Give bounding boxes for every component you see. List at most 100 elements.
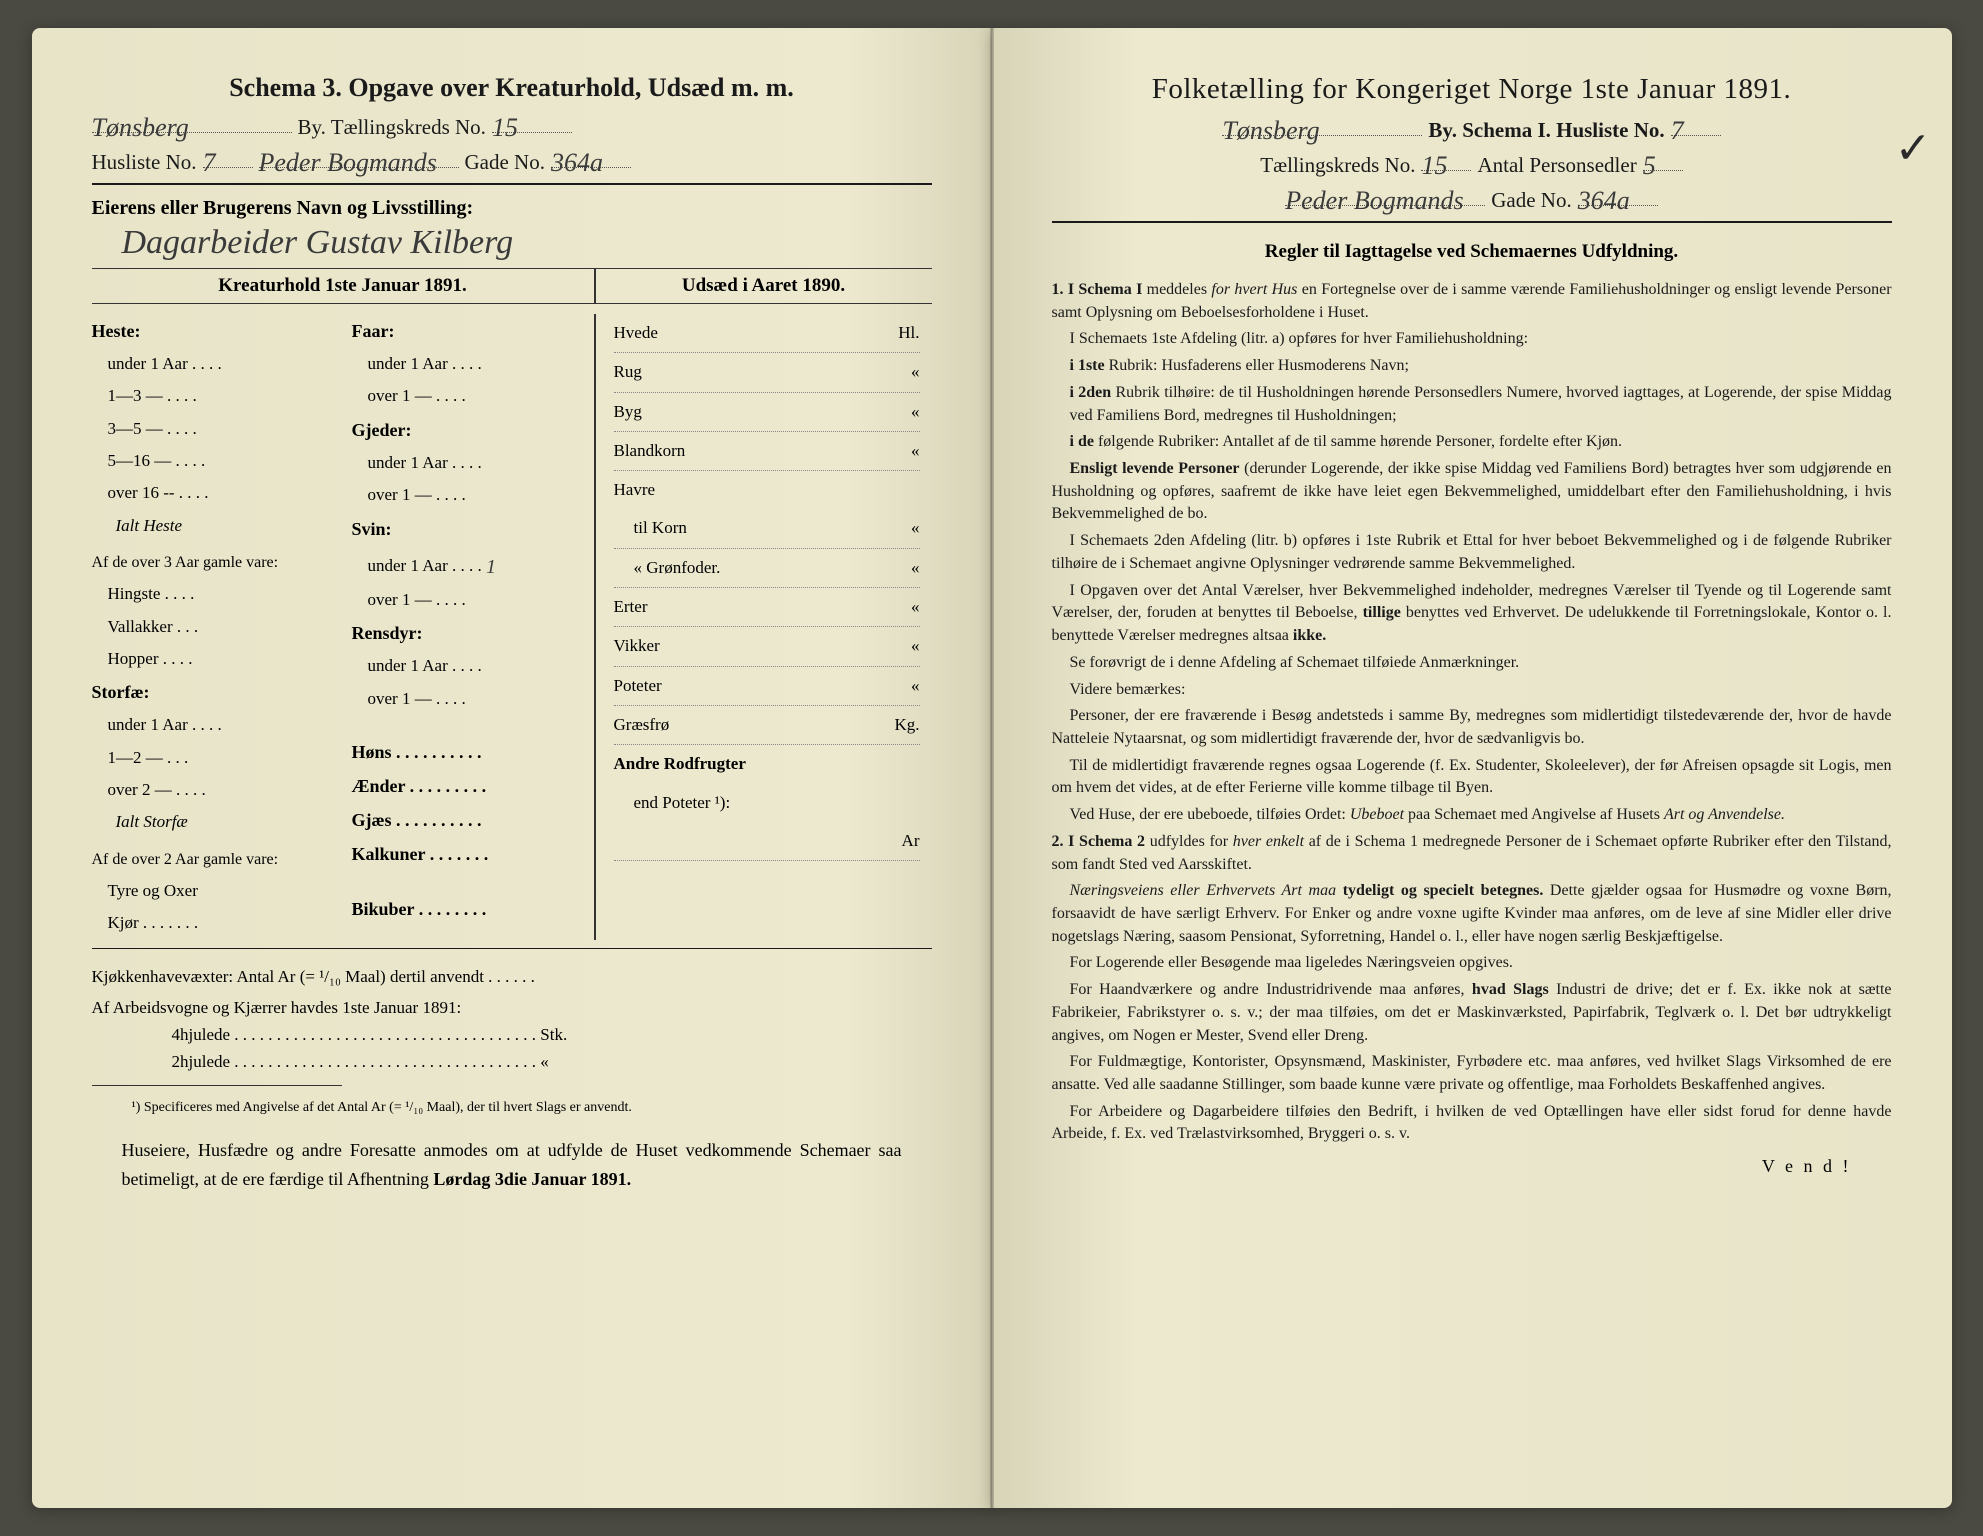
kalkuner: Kalkuner . . . . . . .	[352, 837, 582, 871]
gade-hand-r: Peder Bogmands	[1285, 186, 1463, 215]
city-row-r: Tønsberg By. Schema I. Husliste No. 7	[1052, 114, 1892, 143]
storfae-item: 1—2 — . . .	[92, 742, 332, 774]
rule-p: i de følgende Rubriker: Antallet af de t…	[1052, 431, 1892, 454]
heste-sub: Vallakker . . .	[92, 611, 332, 643]
crop-l: « Grønfoder.	[614, 552, 721, 584]
gjeder-item: under 1 Aar . . . .	[352, 447, 582, 479]
gade-no-r: 364a	[1578, 186, 1630, 215]
city-hand-r: Tønsberg	[1222, 116, 1319, 145]
by-schema-label: By. Schema I. Husliste No.	[1428, 118, 1664, 143]
crop-l: Havre	[614, 474, 656, 506]
vogn2: 2hjulede . . . . . . . . . . . . . . . .…	[92, 1048, 932, 1075]
svin-head: Svin:	[352, 512, 582, 546]
divider	[92, 948, 932, 949]
gjeder-item: over 1 — . . . .	[352, 479, 582, 511]
divider	[92, 183, 932, 185]
rule-p: For Haandværkere og andre Industridriven…	[1052, 979, 1892, 1047]
crop-l: Byg	[614, 396, 642, 428]
kreds-row-r: Tællingskreds No. 15 Antal Personsedler …	[1052, 149, 1892, 178]
storfae-item: under 1 Aar . . . .	[92, 709, 332, 741]
crop-r: «	[911, 552, 920, 584]
gade-label-r: Gade No.	[1491, 188, 1571, 213]
kjokken-line: Kjøkkenhavevæxter: Antal Ar (= ¹/₁₀ Maal…	[92, 963, 932, 990]
checkmark: ✓	[1895, 123, 1932, 174]
rule-p: i 1ste Rubrik: Husfaderens eller Husmode…	[1052, 355, 1892, 378]
rule-p: 2. I Schema 2 udfyldes for hver enkelt a…	[1052, 831, 1892, 876]
crop-r: Ar	[902, 825, 920, 857]
crop-r: «	[911, 356, 920, 388]
gade-row-r: Peder Bogmands Gade No. 364a	[1052, 184, 1892, 213]
crop-l: Græsfrø	[614, 709, 670, 741]
crops-col: HvedeHl. Rug« Byg« Blandkorn« Havre til …	[596, 314, 932, 940]
rule-p: I Schemaets 2den Afdeling (litr. b) opfø…	[1052, 530, 1892, 575]
crop-r: «	[911, 512, 920, 544]
heste-item: 5—16 — . . . .	[92, 445, 332, 477]
crop-l: Andre Rodfrugter	[614, 748, 746, 780]
document-book: Schema 3. Opgave over Kreaturhold, Udsæd…	[32, 28, 1952, 1508]
faar-head: Faar:	[352, 314, 582, 348]
arbeidsvogne-line: Af Arbeidsvogne og Kjærrer havdes 1ste J…	[92, 994, 932, 1021]
rule-p: 1. I Schema I meddeles for hvert Hus en …	[1052, 279, 1892, 324]
book-spine	[990, 28, 994, 1508]
husliste-label: Husliste No.	[92, 150, 197, 175]
storfae-sub: Tyre og Oxer	[92, 875, 332, 907]
crop-row: Byg «	[614, 393, 920, 432]
crop-r: Hl.	[898, 317, 919, 349]
crop-r: «	[911, 435, 920, 467]
svin-mark: 1	[486, 556, 496, 578]
rensdyr-item: over 1 — . . . .	[352, 683, 582, 715]
rule-p: Videre bemærkes:	[1052, 679, 1892, 702]
vogn4: 4hjulede . . . . . . . . . . . . . . . .…	[92, 1021, 932, 1048]
husliste-no: 7	[203, 148, 216, 177]
vend-text: V e n d !	[1052, 1156, 1892, 1177]
husliste-row: Husliste No. 7 Peder Bogmands Gade No. 3…	[92, 146, 932, 175]
crop-r: «	[911, 396, 920, 428]
heste-total: Ialt Heste	[92, 510, 332, 542]
rule-p: I Opgaven over det Antal Værelser, hver …	[1052, 580, 1892, 648]
by-label: By. Tællingskreds No.	[298, 115, 486, 140]
storfae-item: over 2 — . . . .	[92, 774, 332, 806]
animal-col-2: Faar: under 1 Aar . . . . over 1 — . . .…	[344, 314, 596, 940]
heste-sublabel: Af de over 3 Aar gamle vare:	[92, 548, 332, 578]
kreds-no: 15	[492, 113, 518, 142]
animal-col-1: Heste: under 1 Aar . . . . 1—3 — . . . .…	[92, 314, 344, 940]
heste-head: Heste:	[92, 314, 332, 348]
column-headers: Kreaturhold 1ste Januar 1891. Udsæd i Aa…	[92, 268, 932, 304]
rensdyr-item: under 1 Aar . . . .	[352, 650, 582, 682]
crop-row: Andre Rodfrugter	[614, 745, 920, 783]
census-title: Folketælling for Kongeriget Norge 1ste J…	[1052, 73, 1892, 106]
rule-p: Se forøvrigt de i denne Afdeling af Sche…	[1052, 652, 1892, 675]
regler-title: Regler til Iagttagelse ved Schemaernes U…	[1052, 241, 1892, 263]
footnote: ¹) Specificeres med Angivelse af det Ant…	[132, 1098, 932, 1118]
crop-row: Vikker«	[614, 627, 920, 666]
heste-item: 1—3 — . . . .	[92, 380, 332, 412]
rule-p: Ensligt levende Personer (derunder Loger…	[1052, 458, 1892, 526]
storfae-head: Storfæ:	[92, 675, 332, 709]
gade-label: Gade No.	[465, 150, 545, 175]
crop-r: «	[911, 591, 920, 623]
bikuber: Bikuber . . . . . . . .	[352, 892, 582, 926]
crop-l: Blandkorn	[614, 435, 686, 467]
divider-r	[1052, 221, 1892, 223]
svin-item-text: under 1 Aar . . . .	[368, 556, 482, 575]
svin-item: under 1 Aar . . . . 1	[352, 546, 582, 584]
udsaed-header: Udsæd i Aaret 1890.	[596, 269, 932, 303]
gade-hand: Peder Bogmands	[259, 148, 437, 177]
heste-item: under 1 Aar . . . .	[92, 348, 332, 380]
crop-row: « Grønfoder. «	[614, 549, 920, 588]
owner-handwriting: Dagarbeider Gustav Kilberg	[92, 224, 932, 262]
storfae-total: Ialt Storfæ	[92, 806, 332, 838]
storfae-sub: Kjør . . . . . . .	[92, 907, 332, 939]
rule-p: Personer, der ere fraværende i Besøg and…	[1052, 705, 1892, 750]
hons: Høns . . . . . . . . . .	[352, 735, 582, 769]
crop-row: Rug«	[614, 353, 920, 392]
antal-no: 5	[1643, 151, 1656, 180]
kreatur-header: Kreaturhold 1ste Januar 1891.	[92, 269, 596, 303]
animal-grid: Heste: under 1 Aar . . . . 1—3 — . . . .…	[92, 314, 932, 940]
kreds-no-r: 15	[1421, 151, 1447, 180]
rule-p: i 2den Rubrik tilhøire: de til Husholdni…	[1052, 382, 1892, 427]
owner-label: Eierens eller Brugerens Navn og Livsstil…	[92, 197, 932, 220]
heste-sub: Hopper . . . .	[92, 643, 332, 675]
closing-text: Huseiere, Husfædre og andre Foresatte an…	[92, 1136, 932, 1194]
crop-row: GræsfrøKg.	[614, 706, 920, 745]
